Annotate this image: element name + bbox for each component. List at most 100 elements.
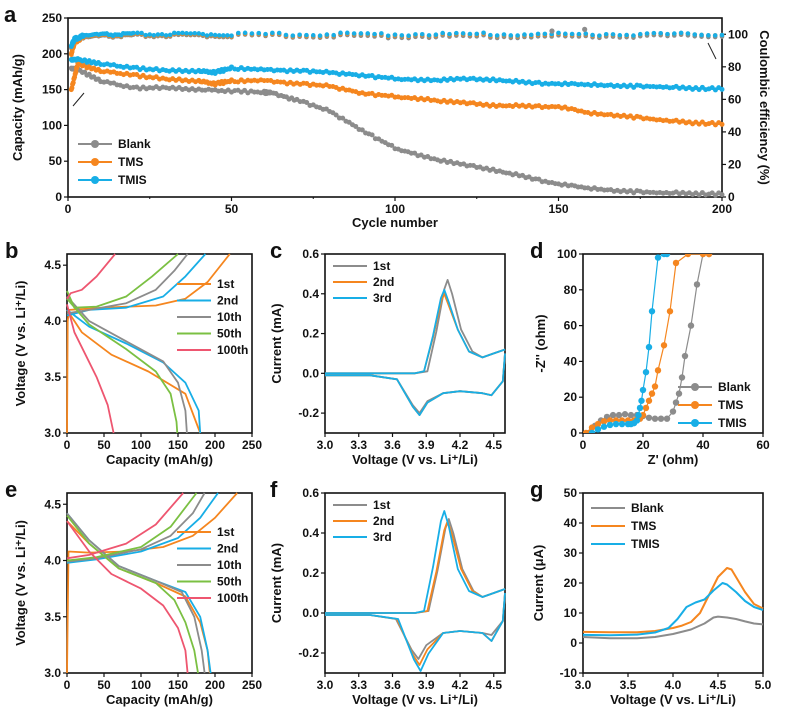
legend-label: 10th: [217, 558, 242, 572]
legend-label: 100th: [217, 591, 248, 605]
ce-point: [685, 31, 691, 36]
legend-label: TMIS: [118, 173, 147, 187]
legend-label: Blank: [718, 380, 751, 394]
legend-label: 1st: [373, 259, 390, 273]
ce-point: [569, 31, 575, 37]
ce-point: [419, 31, 425, 37]
ce-point: [290, 33, 296, 38]
charge-curve-100th: [66, 253, 116, 300]
legend: Blank TMS TMIS: [78, 137, 151, 187]
ce-point: [167, 32, 173, 38]
panel-e: 0 50 100 150 200 250 3.0 3.5 4.0 4.5 1st 2nd 10th 50t…: [5, 477, 262, 707]
y-tick-label: 60: [564, 319, 578, 333]
ce-point: [176, 30, 181, 36]
ce-point: [528, 32, 534, 38]
ce-point: [665, 31, 670, 37]
nyquist-point: [672, 399, 680, 406]
x-tick-label: 100: [131, 438, 151, 452]
panel-label-b: b: [5, 238, 18, 263]
nyquist-point: [615, 411, 623, 419]
ce-point: [692, 32, 698, 37]
x-axis-label: Cycle number: [352, 215, 438, 230]
panel-label-g: g: [530, 477, 543, 502]
nyquist-point: [618, 420, 626, 428]
x-tick-label: 0: [580, 438, 587, 452]
y-axis-label: Voltage (V vs. Li⁺/Li): [13, 281, 28, 407]
y-axis-label: Current (μA): [531, 545, 546, 622]
arrow-ce-axis: [707, 42, 717, 60]
ce-point: [147, 32, 153, 37]
cv-cathodic-curve-1st: [325, 592, 506, 660]
ce-point: [712, 33, 718, 38]
ce-point: [338, 30, 343, 36]
lsv-curve-TMS: [582, 567, 764, 634]
legend-label: 2nd: [373, 514, 394, 528]
legend: 1st 2nd 10th 50th 100th: [177, 525, 248, 605]
ce-point: [454, 30, 459, 36]
cv-cathodic-curve-3rd: [325, 353, 506, 416]
ce-point: [460, 31, 466, 36]
cv-cathodic-curve-2nd: [325, 353, 506, 416]
x-tick-label: 3.3: [350, 438, 367, 452]
nyquist-point: [645, 414, 653, 421]
x-tick-label: 200: [712, 202, 732, 216]
nyquist-point: [648, 390, 656, 397]
ce-point: [413, 32, 418, 37]
capacity-point: [70, 80, 76, 86]
legend-label: 2nd: [217, 294, 238, 308]
ce-point: [143, 32, 148, 38]
y-tick-label: 50: [564, 486, 578, 500]
ce-point: [385, 33, 391, 39]
x-tick-label: 3.5: [620, 678, 637, 692]
nyquist-line-TMIS: [591, 254, 667, 433]
legend-marker: [691, 419, 699, 427]
nyquist-point: [654, 367, 662, 374]
y-axis-label: -Z'' (ohm): [533, 314, 548, 372]
ce-point: [345, 30, 350, 36]
ce-point: [624, 32, 629, 38]
ce-point: [256, 30, 262, 36]
charge-curve-2nd: [66, 492, 219, 564]
x-axis-label: Voltage (V vs. Li⁺/Li): [610, 692, 736, 707]
y-tick-label: -0.2: [298, 406, 319, 420]
legend-label: 10th: [217, 310, 242, 324]
ce-point: [556, 30, 561, 36]
y-tick-label: 100: [42, 118, 62, 132]
nyquist-point: [600, 423, 608, 430]
capacity-point: [340, 115, 346, 121]
ce-point: [392, 32, 398, 37]
legend-label: 100th: [217, 343, 248, 357]
nyquist-point: [600, 418, 608, 425]
y-tick-label: 0.4: [302, 287, 319, 301]
x-tick-label: 3.6: [384, 678, 401, 692]
nyquist-point: [675, 390, 683, 397]
ce-point: [192, 31, 198, 36]
ce-point: [603, 31, 609, 37]
nyquist-point: [635, 411, 642, 419]
nyquist-point: [681, 352, 689, 360]
capacity-point: [353, 123, 359, 129]
panel-c: 3.0 3.3 3.6 3.9 4.2 4.5 -0.2 0.0 0.2 0.4 0.6 1st 2nd…: [269, 238, 506, 467]
discharge-curve-50th: [66, 298, 179, 434]
y-tick-label: 0: [570, 636, 577, 650]
plot-frame: [582, 492, 764, 674]
ce-point: [651, 30, 657, 36]
capacity-point: [304, 99, 310, 105]
charge-curve-1st: [66, 492, 238, 674]
x-tick-label: 200: [205, 438, 225, 452]
x-tick-label: 3.6: [384, 438, 401, 452]
legend: Blank TMS TMIS: [678, 380, 751, 430]
ce-point: [180, 30, 185, 36]
y-tick-label: 20: [564, 390, 578, 404]
ce-point: [283, 32, 289, 38]
y-tick-label: 40: [564, 354, 578, 368]
x-axis-label: Capacity (mAh/g): [106, 692, 213, 707]
nyquist-point: [606, 417, 614, 424]
nyquist-point: [645, 343, 653, 351]
y-tick-label: 0.2: [302, 327, 319, 341]
ce-point: [139, 30, 144, 36]
y-tick-label: -10: [560, 666, 578, 680]
ce-point: [440, 30, 445, 36]
ce-point: [610, 32, 616, 37]
